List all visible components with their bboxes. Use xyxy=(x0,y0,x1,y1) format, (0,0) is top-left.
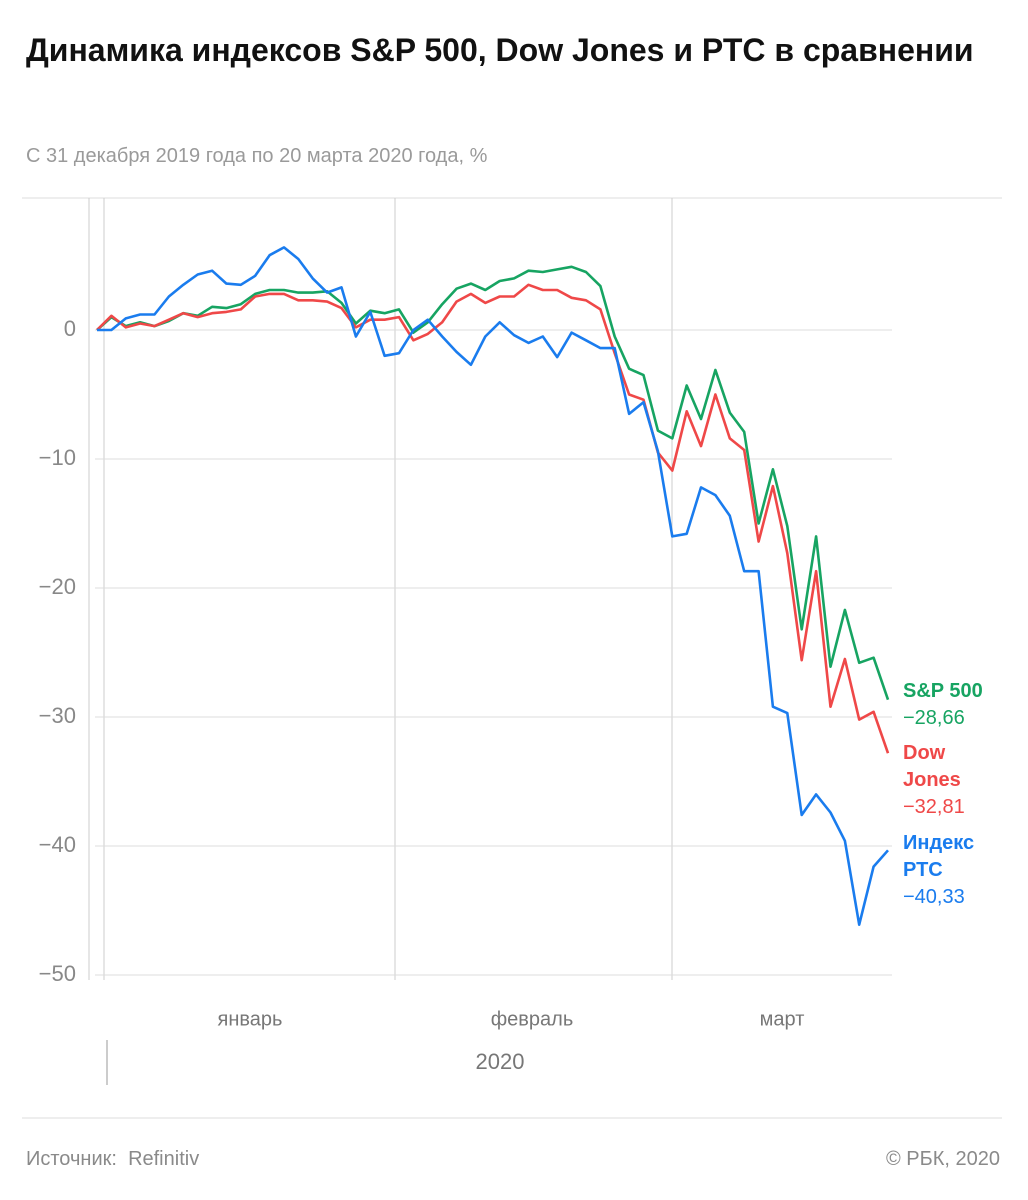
series-name: Индекс РТС xyxy=(903,832,975,881)
source: Источник: Refinitiv xyxy=(26,1148,199,1171)
y-tick-label: −30 xyxy=(39,703,76,728)
last-value-label: −40,33 xyxy=(903,886,965,908)
series-line xyxy=(96,283,890,754)
last-value-label: −32,81 xyxy=(903,796,965,818)
month-label: февраль xyxy=(491,1008,574,1030)
source-value: Refinitiv xyxy=(128,1148,200,1170)
chart-title: Динамика индексов S&P 500, Dow Jones и Р… xyxy=(26,32,974,68)
source-label: Источник: xyxy=(26,1148,117,1170)
year-label: 2020 xyxy=(476,1049,525,1074)
series-name: Dow Jones xyxy=(903,742,961,791)
series-line xyxy=(96,265,890,701)
month-label: март xyxy=(760,1008,805,1030)
last-value-label: −28,66 xyxy=(903,707,965,729)
y-tick-label: 0 xyxy=(64,316,76,341)
end-label: S&P 500 −28,66 xyxy=(903,678,1023,732)
y-tick-label: −50 xyxy=(39,961,76,986)
y-tick-label: −20 xyxy=(39,574,76,599)
series-line xyxy=(97,246,889,926)
y-tick-label: −10 xyxy=(39,445,76,470)
chart-subtitle: С 31 декабря 2019 года по 20 марта 2020 … xyxy=(26,145,488,167)
series-name: S&P 500 xyxy=(903,680,983,702)
y-tick-label: −40 xyxy=(39,832,76,857)
end-label: Dow Jones −32,81 xyxy=(903,740,973,821)
copyright: © РБК, 2020 xyxy=(885,1148,1000,1170)
month-label: январь xyxy=(218,1008,283,1030)
end-label: Индекс РТС −40,33 xyxy=(903,830,998,911)
